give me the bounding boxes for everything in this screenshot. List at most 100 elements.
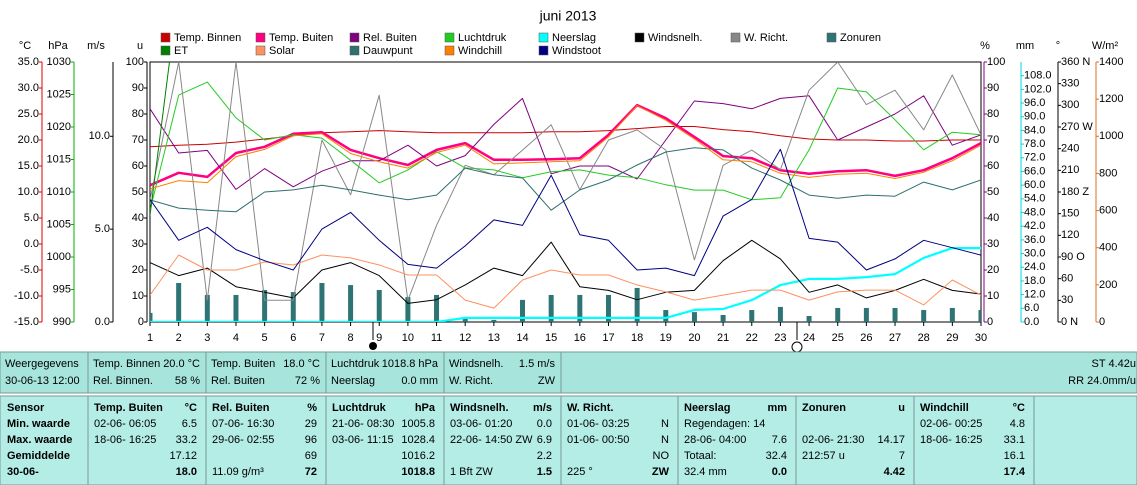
cell-value: 7.6 — [772, 434, 787, 446]
summary-value: ZW — [538, 375, 556, 387]
legend-swatch — [349, 45, 360, 56]
y-tick-label: 240 — [1061, 143, 1079, 155]
y-tick-label: 60 — [132, 160, 144, 172]
cell-value: 1005.8 — [401, 418, 435, 430]
y-tick-label: 66.0 — [1024, 165, 1045, 177]
cell-text: 18-06- 16:25 — [94, 434, 156, 446]
y-tick-label: 35.0 — [18, 56, 39, 68]
y-tick-label: 270 W — [1061, 121, 1093, 133]
column-unit: °C — [1013, 402, 1025, 414]
sunshine-bar — [434, 294, 440, 322]
legend-swatch — [255, 32, 266, 43]
series-line — [150, 147, 981, 213]
sunshine-bar — [691, 312, 697, 322]
cell-text: 28-06- 04:00 — [684, 434, 746, 446]
cell-value: ZW — [652, 466, 670, 478]
summary-label: Rel. Buiten — [211, 375, 265, 387]
sunshine-bar — [176, 283, 182, 322]
y-tick-label: 54.0 — [1024, 193, 1045, 205]
cell-text: 22-06- 14:50 ZW — [450, 434, 533, 446]
legend-label: Windsnelh. — [648, 32, 702, 44]
x-tick-label: 13 — [488, 332, 500, 344]
cell-value: 72 — [305, 466, 317, 478]
x-tick-label: 25 — [832, 332, 844, 344]
y-tick-label: 80 — [987, 108, 999, 120]
cell-value: 1.5 — [537, 466, 552, 478]
row-label: Min. waarde — [7, 418, 70, 430]
y-tick-label: 800 — [1099, 167, 1117, 179]
summary-value: 72 % — [295, 375, 320, 387]
y-tick-label: 50 — [987, 186, 999, 198]
y-tick-label: 1000 — [1099, 130, 1123, 142]
y-tick-label: 330 — [1061, 78, 1079, 90]
sunshine-bar — [548, 294, 554, 322]
plot-frame — [149, 61, 982, 323]
cell-text: 07-06- 16:30 — [212, 418, 274, 430]
y-tick-label: 60 — [987, 160, 999, 172]
cell-value: 0.0 — [537, 418, 552, 430]
sunshine-bar — [949, 307, 955, 322]
y-tick-label: 0.0 — [95, 316, 110, 328]
row-label: Max. waarde — [7, 434, 72, 446]
plot-series — [150, 62, 981, 322]
summary-right: RR 24.0mm/u — [1068, 375, 1136, 387]
sunshine-bar — [233, 294, 239, 322]
summary-label: Windsnelh. — [449, 358, 503, 370]
cell-value: 4.42 — [884, 466, 905, 478]
series-line — [150, 239, 981, 304]
sunshine-bar — [150, 312, 153, 322]
cell-text: Totaal: — [684, 450, 716, 462]
cell-value: 1018.8 — [401, 466, 435, 478]
x-tick-label: 12 — [459, 332, 471, 344]
y-tick-label: 5.0 — [95, 223, 110, 235]
sunshine-bar — [348, 285, 354, 322]
summary-label: Temp. Buiten — [211, 358, 275, 370]
y-tick-label: 30.0 — [18, 82, 39, 94]
y-tick-label: 360 N — [1061, 56, 1090, 68]
y-tick-label: 90.0 — [1024, 111, 1045, 123]
axis-unit: u — [137, 40, 143, 52]
y-tick-label: 180 Z — [1061, 186, 1089, 198]
y-tick-label: 1000 — [47, 251, 71, 263]
x-tick-label: 21 — [717, 332, 729, 344]
x-tick-label: 9 — [376, 332, 382, 344]
cell-text: 11.09 g/m³ — [212, 466, 264, 478]
y-tick-label: 6.0 — [1024, 302, 1039, 314]
sunshine-bar — [262, 290, 268, 322]
cell-text: 225 ° — [567, 466, 593, 478]
x-tick-label: 4 — [233, 332, 239, 344]
stats-panel — [0, 395, 1137, 485]
y-tick-label: 100 — [126, 56, 144, 68]
y-tick-label: 0 — [138, 316, 144, 328]
cell-value: N — [661, 418, 669, 430]
sunshine-bar — [921, 310, 927, 322]
legend-label: Luchtdruk — [458, 32, 507, 44]
legend-swatch — [160, 32, 171, 43]
column-header: Luchtdruk — [332, 402, 387, 414]
x-tick-label: 28 — [918, 332, 930, 344]
summary-value: 18.0 °C — [283, 358, 320, 370]
x-tick-label: 22 — [746, 332, 758, 344]
summary-label: Weergegevens — [5, 358, 79, 370]
y-tick-label: 10.0 — [18, 186, 39, 198]
sunshine-bar — [319, 283, 325, 322]
row-label: 30-06- — [7, 466, 39, 478]
y-tick-label: 30.0 — [1024, 247, 1045, 259]
x-tick-label: 18 — [631, 332, 643, 344]
cell-value: 2.2 — [537, 450, 552, 462]
y-tick-label: 42.0 — [1024, 220, 1045, 232]
axis-unit: mm — [1016, 40, 1034, 52]
y-tick-label: 10.0 — [89, 130, 110, 142]
summary-value: 1018.8 hPa — [382, 358, 439, 370]
summary-label: W. Richt. — [449, 375, 493, 387]
cell-text: 29-06- 02:55 — [212, 434, 274, 446]
x-tick-label: 8 — [348, 332, 354, 344]
row-label: Gemiddelde — [7, 450, 70, 462]
summary-value: 20.0 °C — [163, 358, 200, 370]
legend-swatch — [255, 45, 266, 56]
summary-label: Temp. Binnen — [93, 358, 160, 370]
sunshine-bar — [663, 310, 669, 322]
cell-value: 33.2 — [176, 434, 197, 446]
sunshine-bar — [376, 290, 382, 322]
